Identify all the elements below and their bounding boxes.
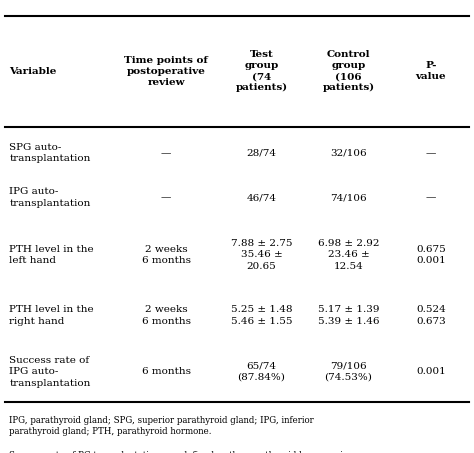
Text: 0.001: 0.001	[416, 367, 446, 376]
Text: 6 months: 6 months	[142, 367, 191, 376]
Text: 46/74: 46/74	[246, 193, 276, 202]
Text: PTH level in the
left hand: PTH level in the left hand	[9, 245, 94, 265]
Text: —: —	[426, 149, 436, 158]
Text: 5.17 ± 1.39
5.39 ± 1.46: 5.17 ± 1.39 5.39 ± 1.46	[318, 305, 379, 326]
Text: —: —	[426, 193, 436, 202]
Text: PTH level in the
right hand: PTH level in the right hand	[9, 305, 94, 326]
Text: 2 weeks
6 months: 2 weeks 6 months	[142, 305, 191, 326]
Text: Success rate of
IPG auto-
transplantation: Success rate of IPG auto- transplantatio…	[9, 356, 91, 388]
Text: Success rate of PG transplantation was defined as the parathyroid hormone in
the: Success rate of PG transplantation was d…	[9, 451, 349, 453]
Text: 5.25 ± 1.48
5.46 ± 1.55: 5.25 ± 1.48 5.46 ± 1.55	[231, 305, 292, 326]
Text: 2 weeks
6 months: 2 weeks 6 months	[142, 245, 191, 265]
Text: SPG auto-
transplantation: SPG auto- transplantation	[9, 143, 91, 164]
Text: 32/106: 32/106	[330, 149, 367, 158]
Text: 6.98 ± 2.92
23.46 ±
12.54: 6.98 ± 2.92 23.46 ± 12.54	[318, 239, 379, 271]
Text: 65/74
(87.84%): 65/74 (87.84%)	[237, 361, 285, 382]
Text: Time points of
postoperative
review: Time points of postoperative review	[124, 56, 208, 87]
Text: 7.88 ± 2.75
35.46 ±
20.65: 7.88 ± 2.75 35.46 ± 20.65	[231, 239, 292, 271]
Text: 79/106
(74.53%): 79/106 (74.53%)	[325, 361, 373, 382]
Text: 0.675
0.001: 0.675 0.001	[416, 245, 446, 265]
Text: —: —	[161, 193, 171, 202]
Text: Test
group
(74
patients): Test group (74 patients)	[235, 50, 287, 92]
Text: 74/106: 74/106	[330, 193, 367, 202]
Text: 28/74: 28/74	[246, 149, 276, 158]
Text: Control
group
(106
patients): Control group (106 patients)	[322, 50, 374, 92]
Text: IPG auto-
transplantation: IPG auto- transplantation	[9, 188, 91, 208]
Text: 0.524
0.673: 0.524 0.673	[416, 305, 446, 326]
Text: Variable: Variable	[9, 67, 57, 76]
Text: P-
value: P- value	[416, 61, 446, 81]
Text: IPG, parathyroid gland; SPG, superior parathyroid gland; IPG, inferior
parathyro: IPG, parathyroid gland; SPG, superior pa…	[9, 415, 314, 436]
Text: —: —	[161, 149, 171, 158]
